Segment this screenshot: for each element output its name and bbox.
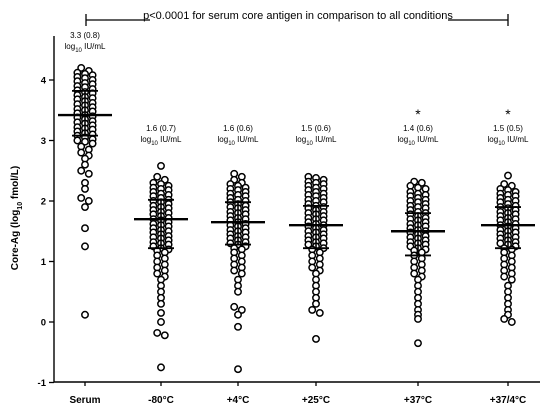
data-point	[81, 224, 89, 233]
data-point	[153, 328, 162, 337]
data-point	[315, 308, 324, 317]
unit-sub: 10	[151, 141, 158, 147]
unit-log: log	[296, 135, 307, 144]
group-value-label: 1.5 (0.5)	[493, 124, 523, 133]
data-point	[77, 148, 86, 157]
data-point	[81, 184, 89, 193]
data-point	[230, 266, 239, 275]
data-point	[153, 172, 162, 181]
y-tick-label: 4	[41, 76, 47, 87]
data-point	[81, 160, 89, 169]
group-value-label: 1.4 (0.6)	[403, 124, 433, 133]
group-unit-label: log10 IU/mL	[141, 135, 182, 147]
y-tick-label: -1	[38, 378, 47, 389]
unit-text: IU/mL	[82, 42, 106, 51]
y-axis-label-sub: 10	[17, 202, 24, 210]
data-point	[312, 334, 320, 343]
data-point	[157, 318, 165, 326]
data-point	[234, 365, 242, 374]
y-tick-label: 1	[41, 257, 47, 268]
group-unit-label: log10 IU/mL	[488, 135, 529, 147]
unit-sub: 10	[408, 141, 415, 147]
y-tick-label: 3	[41, 136, 46, 147]
unit-text: IU/mL	[415, 135, 439, 144]
y-axis-label: Core-Ag (log10 fmol/L)	[10, 166, 24, 270]
data-point	[157, 363, 165, 372]
data-point	[81, 242, 89, 251]
x-tick-label: -80°C	[148, 395, 174, 406]
data-point	[77, 166, 86, 175]
y-tick-label: 0	[41, 318, 46, 329]
data-point	[73, 136, 82, 145]
data-point	[84, 169, 93, 178]
data-point	[77, 194, 86, 202]
bracket-label-bg	[150, 8, 448, 24]
data-point	[234, 322, 242, 331]
summary-bars	[58, 89, 535, 257]
group-unit-label: log10 IU/mL	[296, 135, 337, 147]
axes: -1 0 1 2 3 4 Serum -80°C +4°C +25°C +37°C +37/4°C	[38, 36, 540, 406]
data-point	[81, 203, 89, 212]
data-point	[230, 302, 239, 311]
unit-text: IU/mL	[235, 135, 259, 144]
unit-log: log	[488, 135, 499, 144]
data-point	[153, 269, 162, 278]
y-tick-label: 2	[41, 197, 46, 208]
unit-sub: 10	[498, 141, 505, 147]
data-point	[507, 275, 516, 284]
data-point	[84, 197, 93, 205]
group-unit-label: log10 IU/mL	[398, 135, 439, 147]
group-unit-label: log10 IU/mL	[65, 42, 106, 54]
x-tick-label: +4°C	[227, 395, 250, 406]
data-point	[234, 310, 242, 319]
data-point	[157, 161, 165, 170]
group-value-label: 3.3 (0.8)	[70, 31, 100, 40]
unit-sub: 10	[228, 141, 235, 147]
data-point	[237, 269, 246, 278]
group-value-label: 1.6 (0.7)	[146, 124, 176, 133]
x-tick-label: +25°C	[302, 395, 330, 406]
data-point	[81, 310, 89, 319]
unit-text: IU/mL	[505, 135, 529, 144]
data-point	[312, 299, 320, 308]
significance-label: p<0.0001 for serum core antigen in compa…	[143, 10, 453, 22]
unit-text: IU/mL	[313, 135, 337, 144]
y-axis-label-main: Core-Ag (log	[10, 210, 21, 271]
data-point	[308, 305, 317, 314]
group-unit-label: log10 IU/mL	[218, 135, 259, 147]
data-point	[160, 331, 169, 340]
group-value-label: 1.6 (0.6)	[223, 124, 253, 133]
data-point	[414, 315, 422, 323]
significance-bracket: p<0.0001 for serum core antigen in compa…	[85, 8, 509, 26]
x-tick-label: Serum	[69, 395, 100, 406]
group-annotations: 3.3 (0.8)log10 IU/mL1.6 (0.7)log10 IU/mL…	[65, 31, 529, 147]
unit-log: log	[398, 135, 409, 144]
data-point	[414, 339, 422, 348]
data-point	[500, 272, 509, 281]
significance-star: *	[415, 106, 421, 122]
data-point	[507, 318, 516, 326]
data-point	[500, 315, 509, 323]
data-point	[504, 171, 512, 180]
data-point	[234, 287, 242, 296]
x-tick-label: +37/4°C	[490, 395, 527, 406]
unit-sub: 10	[75, 48, 82, 54]
x-tick-label: +37°C	[404, 395, 432, 406]
group-value-label: 1.5 (0.6)	[301, 124, 331, 133]
data-point	[157, 308, 165, 317]
data-point	[157, 299, 165, 308]
unit-log: log	[65, 42, 76, 51]
unit-log: log	[141, 135, 152, 144]
significance-star: *	[505, 106, 511, 122]
data-point	[88, 139, 97, 148]
data-point	[308, 263, 317, 272]
unit-text: IU/mL	[158, 135, 182, 144]
unit-sub: 10	[306, 141, 313, 147]
y-axis-label-unit: fmol/L)	[10, 166, 21, 202]
data-point	[410, 269, 419, 278]
unit-log: log	[218, 135, 229, 144]
